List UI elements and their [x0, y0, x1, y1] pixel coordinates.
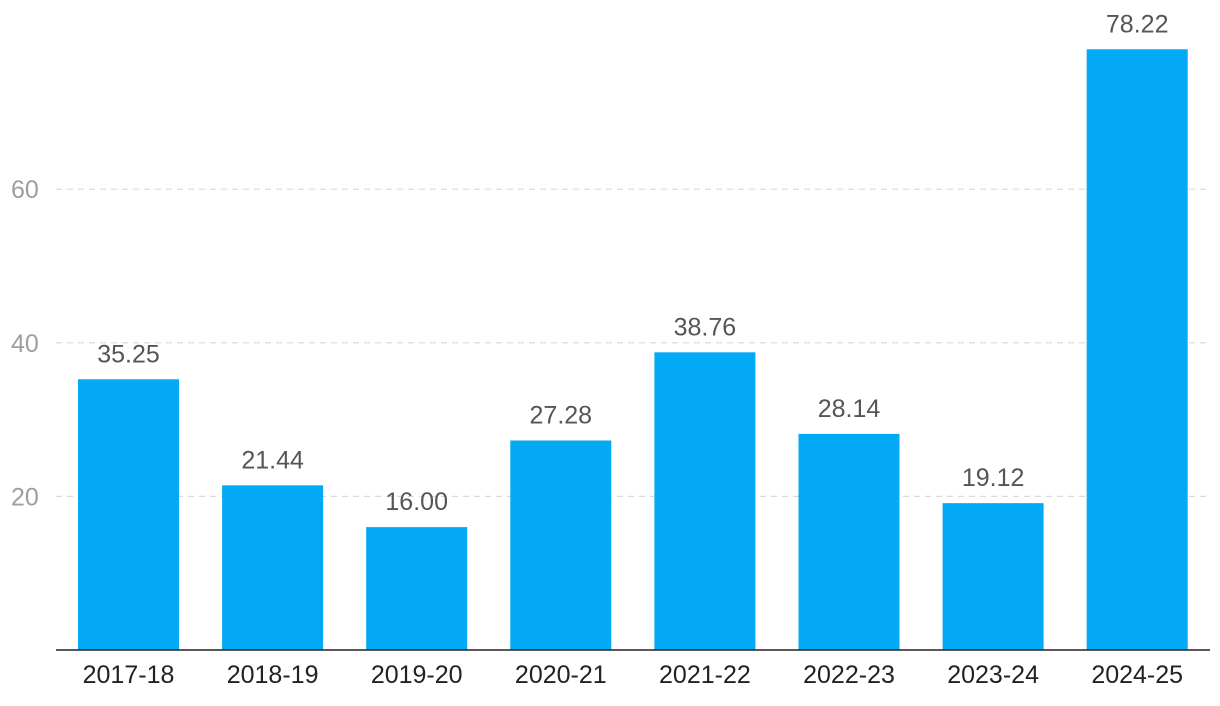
bar-2018-19 [222, 485, 324, 650]
bar-2024-25 [1086, 49, 1188, 651]
data-label: 19.12 [962, 464, 1025, 492]
data-label: 38.76 [674, 313, 737, 341]
x-tick-label: 2017-18 [83, 661, 175, 689]
bar-2021-22 [654, 352, 756, 650]
x-tick-label: 2020-21 [515, 661, 607, 689]
x-tick-label: 2021-22 [659, 661, 751, 689]
y-tick-label: 20 [11, 483, 39, 511]
y-tick-label: 60 [11, 176, 39, 204]
x-tick-label: 2019-20 [371, 661, 463, 689]
data-label: 78.22 [1106, 10, 1169, 38]
data-labels: 35.25 21.44 16.00 27.28 38.76 28.14 19.12 78.22 [97, 10, 1168, 516]
x-tick-label: 2024-25 [1091, 661, 1183, 689]
y-axis-tick-labels: 20 40 60 [11, 176, 39, 511]
x-axis-tick-labels: 2017-18 2018-19 2019-20 2020-21 2021-22 2022-… [83, 661, 1183, 689]
data-label: 28.14 [818, 395, 881, 423]
x-tick-label: 2022-23 [803, 661, 895, 689]
bar-2023-24 [942, 503, 1044, 650]
data-label: 27.28 [530, 401, 593, 429]
data-label: 35.25 [97, 340, 160, 368]
bar-2019-20 [366, 527, 468, 650]
gridlines [56, 188, 1210, 497]
bar-2022-23 [798, 433, 900, 650]
data-label: 21.44 [241, 446, 304, 474]
data-label: 16.00 [385, 488, 448, 516]
bar-2017-18 [78, 379, 179, 650]
bar-2020-21 [510, 440, 612, 650]
x-tick-label: 2018-19 [227, 661, 319, 689]
bars [78, 49, 1188, 651]
x-tick-label: 2023-24 [947, 661, 1039, 689]
y-tick-label: 40 [11, 330, 39, 358]
